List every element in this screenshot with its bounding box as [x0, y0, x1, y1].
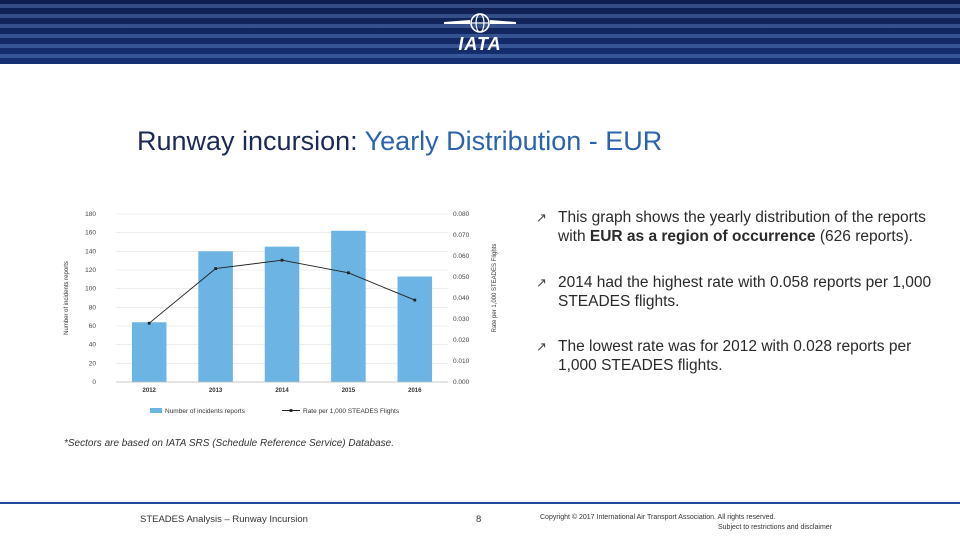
header-band: IATA	[0, 0, 960, 64]
y-tick-left: 100	[85, 286, 96, 293]
bar	[397, 276, 433, 382]
y-tick-left: 180	[85, 211, 96, 218]
y-tick-right: 0.010	[453, 358, 470, 365]
footnote: *Sectors are based on IATA SRS (Schedule…	[64, 438, 394, 449]
header-stripe	[0, 54, 960, 58]
y-tick-right: 0.060	[453, 253, 470, 260]
legend-label-bars: Number of incidents reports	[165, 408, 246, 415]
iata-logo: IATA	[440, 12, 520, 56]
bar	[331, 230, 366, 382]
rate-point	[413, 298, 417, 302]
bar	[198, 251, 233, 382]
y-tick-left: 80	[89, 304, 97, 311]
bullet-item: ↗ The lowest rate was for 2012 with 0.02…	[536, 337, 936, 375]
x-tick-label: 2013	[209, 388, 223, 394]
header-stripe	[0, 14, 960, 18]
rate-point	[147, 321, 151, 325]
y-tick-right: 0.000	[453, 379, 470, 386]
y-tick-right: 0.040	[453, 295, 470, 302]
header-stripe	[0, 34, 960, 38]
x-tick-label: 2014	[275, 388, 289, 394]
globe-icon	[444, 13, 516, 33]
title-part1: Runway incursion:	[137, 126, 365, 156]
y-tick-left: 160	[85, 230, 96, 237]
arrow-icon: ↗	[536, 339, 547, 354]
legend-swatch-bars	[150, 408, 162, 413]
bar	[264, 246, 300, 382]
disclaimer-line: Subject to restrictions and disclaimer	[718, 524, 832, 531]
y-axis-title-left: Number of incidents reports	[64, 261, 70, 335]
header-stripe	[0, 4, 960, 8]
header-stripe	[0, 44, 960, 48]
yearly-distribution-chart: 0 20 40 60 80 100 120 140 160 180 0.000 0.010 0.020 0…	[60, 200, 500, 430]
bar	[131, 322, 167, 382]
copyright-line: Copyright © 2017 International Air Trans…	[540, 514, 776, 521]
bullet-text: The lowest rate was for 2012 with 0.028 …	[558, 338, 912, 374]
x-tick-label: 2016	[408, 388, 422, 394]
bullet-item: ↗ 2014 had the highest rate with 0.058 r…	[536, 273, 936, 311]
bullet-text: 2014 had the highest rate with 0.058 rep…	[558, 274, 932, 310]
page-number: 8	[476, 514, 482, 525]
rate-point	[214, 267, 217, 270]
y-tick-left: 40	[89, 342, 97, 349]
legend-swatch-marker	[289, 409, 293, 412]
y-tick-right: 0.020	[453, 337, 470, 344]
bullet-list: ↗ This graph shows the yearly distributi…	[536, 208, 936, 397]
bullet-text: This graph shows the yearly distribution…	[558, 209, 926, 245]
logo-text: IATA	[458, 34, 502, 54]
bullet-text: (626 reports).	[815, 228, 913, 245]
y-tick-right: 0.070	[453, 232, 470, 239]
y-tick-left: 60	[89, 323, 97, 330]
copyright: Copyright © 2017 International Air Trans…	[540, 513, 832, 533]
rate-point	[347, 271, 350, 275]
x-tick-label: 2012	[143, 388, 157, 394]
y-tick-left: 140	[85, 248, 96, 255]
y-tick-left: 0	[92, 379, 96, 386]
footer-title: STEADES Analysis – Runway Incursion	[140, 514, 308, 525]
title-part2: Yearly Distribution - EUR	[364, 126, 663, 156]
bullet-item: ↗ This graph shows the yearly distributi…	[536, 208, 936, 246]
chart-svg: 0 20 40 60 80 100 120 140 160 180 0.000 0.010 0.020 0…	[64, 211, 498, 415]
y-tick-left: 120	[85, 267, 96, 274]
y-tick-right: 0.050	[453, 274, 470, 281]
y-tick-right: 0.080	[453, 211, 470, 218]
arrow-icon: ↗	[536, 275, 547, 290]
arrow-icon: ↗	[536, 210, 547, 225]
page-title: Runway incursion: Yearly Distribution - …	[137, 126, 662, 157]
header-stripe	[0, 24, 960, 28]
footer-divider	[0, 502, 960, 504]
legend-label-line: Rate per 1,000 STEADES Flights	[303, 408, 400, 415]
y-tick-left: 20	[89, 360, 97, 367]
y-axis-title-right: Rate per 1,000 STEADES Flights	[492, 244, 498, 333]
rate-point	[280, 258, 284, 262]
y-tick-right: 0.030	[453, 316, 470, 323]
bullet-text-bold: EUR as a region of occurrence	[589, 228, 816, 245]
x-tick-label: 2015	[342, 388, 356, 394]
